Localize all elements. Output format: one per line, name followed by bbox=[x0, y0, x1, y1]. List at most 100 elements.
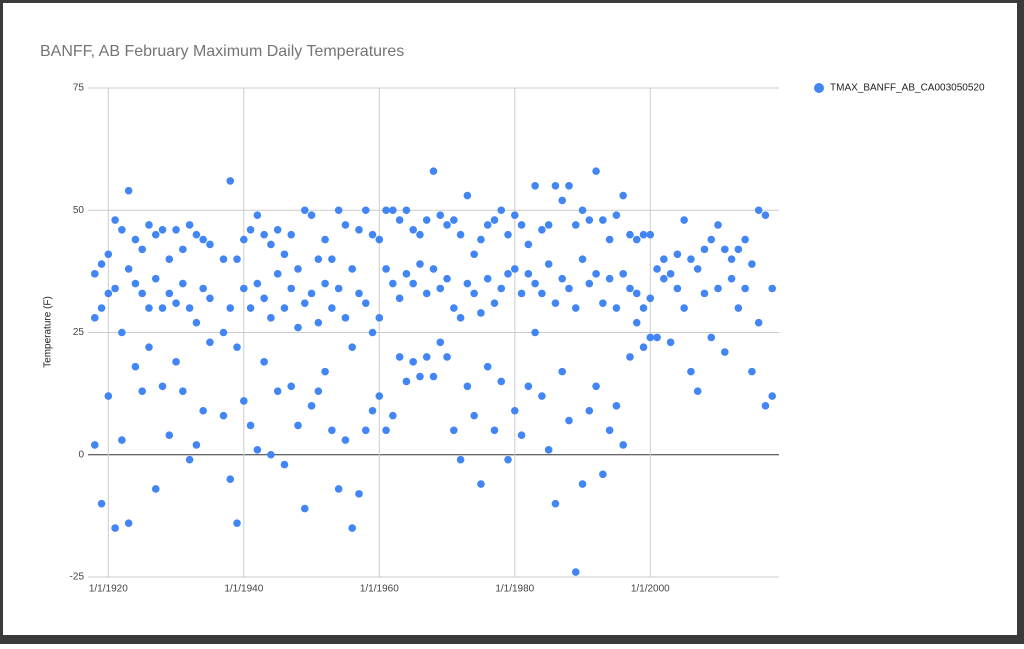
point bbox=[104, 250, 113, 259]
point bbox=[490, 426, 499, 435]
y-tick-label: 50 bbox=[73, 205, 85, 216]
point bbox=[524, 270, 533, 278]
point bbox=[626, 284, 634, 293]
legend-label: TMAX_BANFF_AB_CA003050520 bbox=[830, 83, 985, 94]
point bbox=[416, 260, 424, 268]
point bbox=[673, 250, 682, 259]
point bbox=[382, 265, 390, 273]
point bbox=[368, 406, 377, 415]
point bbox=[416, 372, 424, 381]
x-tick-label: 1/1/1980 bbox=[495, 584, 534, 595]
point bbox=[653, 265, 661, 273]
point bbox=[578, 255, 587, 263]
point bbox=[639, 304, 648, 312]
point bbox=[131, 279, 140, 288]
point bbox=[199, 284, 207, 293]
point bbox=[260, 294, 268, 303]
point bbox=[321, 279, 329, 288]
point bbox=[565, 182, 573, 190]
point bbox=[111, 216, 119, 224]
point bbox=[145, 343, 153, 351]
point bbox=[565, 284, 573, 293]
point bbox=[151, 485, 160, 493]
points bbox=[90, 167, 777, 576]
point bbox=[477, 309, 485, 317]
point bbox=[456, 230, 465, 239]
point bbox=[395, 216, 404, 224]
point bbox=[395, 294, 404, 303]
point bbox=[389, 279, 397, 288]
point bbox=[355, 490, 363, 498]
point bbox=[761, 211, 770, 219]
point bbox=[402, 377, 411, 386]
point bbox=[463, 191, 472, 200]
x-tick-label: 1/1/1920 bbox=[89, 584, 128, 595]
point bbox=[104, 289, 113, 298]
point bbox=[558, 274, 567, 283]
point bbox=[436, 338, 445, 347]
point bbox=[639, 230, 648, 239]
point bbox=[510, 265, 519, 273]
point bbox=[754, 318, 763, 327]
point bbox=[355, 289, 363, 298]
point bbox=[300, 504, 309, 513]
point bbox=[355, 226, 363, 234]
point bbox=[687, 367, 695, 376]
point bbox=[443, 274, 451, 283]
point bbox=[632, 235, 641, 244]
point bbox=[741, 235, 749, 244]
point bbox=[510, 211, 519, 219]
point bbox=[240, 397, 248, 405]
point bbox=[748, 260, 756, 268]
point bbox=[599, 299, 607, 307]
point bbox=[666, 270, 675, 278]
point bbox=[314, 387, 323, 395]
grid bbox=[88, 87, 779, 578]
point bbox=[206, 240, 214, 249]
point bbox=[90, 314, 99, 322]
point bbox=[497, 377, 506, 386]
point bbox=[267, 240, 275, 249]
point bbox=[605, 426, 614, 435]
point bbox=[402, 270, 411, 278]
point bbox=[172, 226, 180, 234]
point bbox=[287, 382, 296, 391]
point bbox=[151, 230, 160, 239]
point bbox=[632, 318, 641, 327]
point bbox=[111, 524, 119, 532]
point bbox=[260, 358, 268, 366]
point bbox=[233, 519, 241, 528]
point bbox=[361, 206, 370, 215]
point bbox=[673, 284, 682, 293]
labels: -25 0 25 50 75 1/1/1920 1/1/1940 1/1/1960 1/1/19… bbox=[70, 83, 985, 595]
point bbox=[477, 480, 485, 488]
point bbox=[714, 284, 722, 293]
point bbox=[192, 230, 201, 239]
point bbox=[456, 314, 465, 322]
point bbox=[422, 289, 431, 298]
point bbox=[605, 235, 614, 244]
point bbox=[748, 367, 756, 376]
point bbox=[517, 431, 526, 439]
point bbox=[334, 284, 343, 293]
point bbox=[504, 455, 512, 464]
point bbox=[483, 362, 492, 371]
point bbox=[700, 289, 709, 298]
point bbox=[619, 191, 627, 200]
point bbox=[768, 392, 777, 400]
point bbox=[612, 304, 621, 312]
point bbox=[531, 328, 539, 337]
point bbox=[185, 455, 194, 464]
point bbox=[287, 230, 296, 239]
point bbox=[267, 450, 275, 459]
point bbox=[544, 221, 553, 229]
point bbox=[138, 289, 146, 298]
point bbox=[192, 318, 201, 327]
point bbox=[172, 358, 180, 366]
point bbox=[179, 387, 187, 395]
x-tick-label: 1/1/1960 bbox=[360, 584, 399, 595]
point bbox=[389, 206, 397, 215]
point bbox=[334, 206, 343, 215]
point bbox=[443, 353, 451, 361]
